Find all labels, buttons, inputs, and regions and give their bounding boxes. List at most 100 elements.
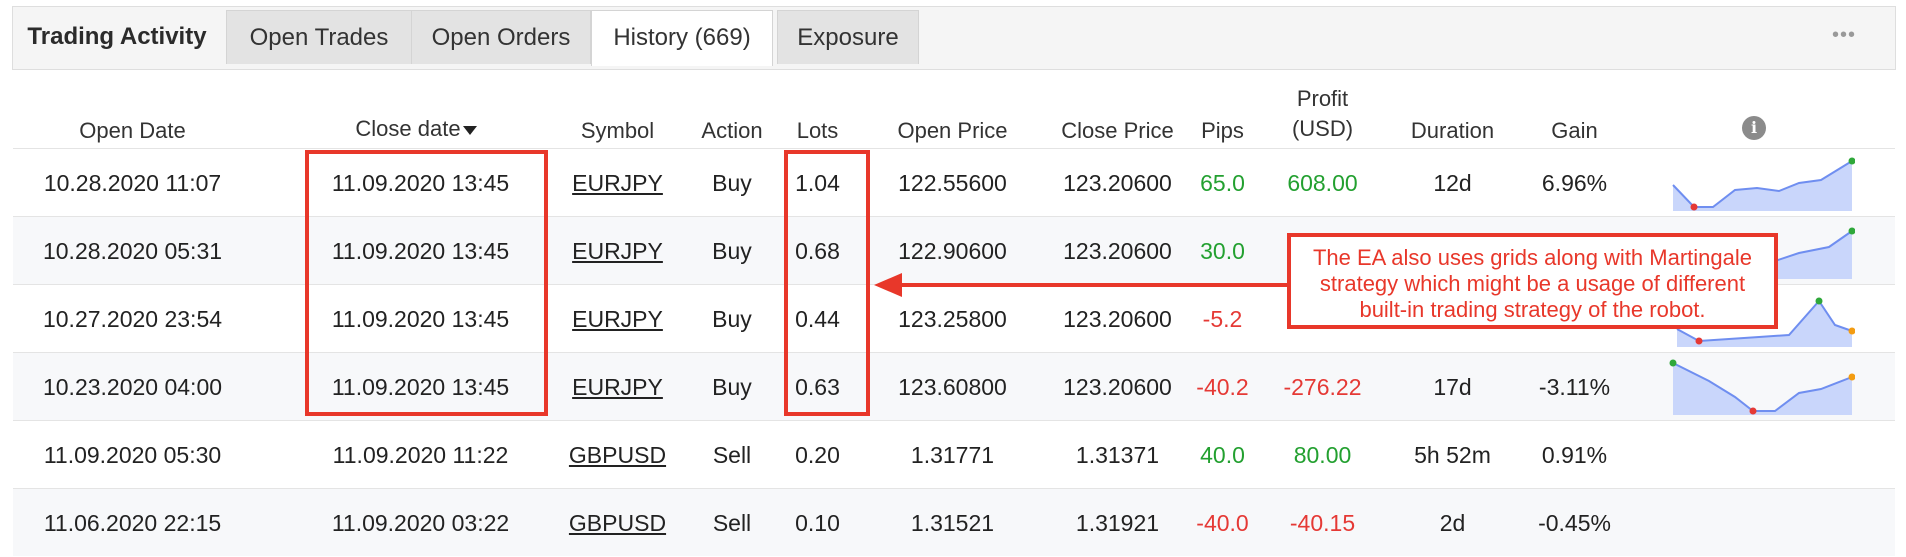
header-action[interactable]: Action	[701, 118, 763, 143]
action-cell: Buy	[712, 374, 752, 400]
pips-cell: -40.0	[1196, 510, 1249, 536]
table-row[interactable]: 10.28.2020 11:07 11.09.2020 13:45 EURJPY…	[13, 148, 1895, 216]
close-price-cell: 123.20600	[1063, 374, 1172, 400]
sparkline-end-dot	[1848, 227, 1855, 235]
close-date-cell: 11.09.2020 13:45	[331, 374, 510, 400]
close-date-cell: 11.09.2020 13:45	[331, 306, 510, 332]
action-cell: Sell	[712, 510, 752, 536]
lots-cell: 0.63	[795, 374, 840, 400]
symbol-link[interactable]: EURJPY	[565, 353, 670, 421]
table-row[interactable]: 10.23.2020 04:00 11.09.2020 13:45 EURJPY…	[13, 352, 1895, 420]
lots-cell: 0.44	[795, 306, 840, 332]
sparkline-area	[1769, 231, 1852, 279]
close-price-cell: 123.20600	[1063, 306, 1172, 332]
tab-open-orders[interactable]: Open Orders	[411, 10, 591, 64]
header-close-date[interactable]: Close date	[306, 116, 526, 142]
info-icon[interactable]: i	[1742, 116, 1766, 140]
pips-cell: -40.2	[1196, 374, 1249, 400]
open-price-cell: 122.90600	[898, 238, 1007, 264]
profit-cell: 80.00	[1293, 442, 1352, 468]
header-pips[interactable]: Pips	[1201, 118, 1244, 143]
header-open-price[interactable]: Open Price	[897, 118, 1008, 143]
sort-desc-icon	[462, 125, 477, 135]
callout-arrow	[874, 273, 1288, 297]
symbol-link-text[interactable]: EURJPY	[572, 374, 663, 400]
more-options-icon[interactable]: •••	[1832, 24, 1857, 46]
tab-open-trades[interactable]: Open Trades	[226, 10, 412, 64]
table-row[interactable]: 11.09.2020 05:30 11.09.2020 11:22 GBPUSD…	[13, 420, 1895, 488]
header-gain[interactable]: Gain	[1551, 118, 1598, 143]
profit-cell: -40.15	[1289, 510, 1356, 536]
callout-line-2: strategy which might be a usage of diffe…	[1319, 271, 1746, 296]
close-price-cell: 1.31921	[1075, 510, 1160, 536]
symbol-link[interactable]: EURJPY	[565, 149, 670, 217]
lots-cell: 0.10	[795, 510, 840, 536]
open-price-cell: 123.60800	[898, 374, 1007, 400]
symbol-link-text[interactable]: GBPUSD	[568, 442, 667, 468]
close-date-cell: 11.09.2020 13:45	[331, 170, 510, 196]
open-date-cell: 10.28.2020 05:31	[42, 238, 223, 264]
duration-cell: 17d	[1433, 374, 1472, 400]
tab-exposure[interactable]: Exposure	[777, 10, 919, 64]
open-price-cell: 1.31771	[910, 442, 995, 468]
header-symbol[interactable]: Symbol	[580, 118, 655, 143]
symbol-link-text[interactable]: EURJPY	[572, 238, 663, 264]
header-profit[interactable]: Profit (USD)	[1265, 86, 1380, 142]
close-price-cell: 1.31371	[1075, 442, 1160, 468]
header-profit-line1: Profit	[1296, 86, 1349, 111]
action-cell: Buy	[712, 238, 752, 264]
sparkline-chart	[1669, 359, 1855, 415]
callout-arrow-head	[874, 273, 902, 297]
open-date-cell: 10.27.2020 23:54	[42, 306, 223, 332]
open-date-cell: 11.09.2020 05:30	[43, 442, 222, 468]
lots-highlight-box	[784, 150, 870, 416]
gain-cell: -3.11%	[1538, 374, 1611, 400]
sparkline-area	[1673, 363, 1852, 415]
header-open-date[interactable]: Open Date	[79, 118, 186, 143]
gain-cell: 6.96%	[1541, 170, 1608, 196]
callout-line-1: The EA also uses grids along with Martin…	[1312, 245, 1752, 270]
close-price-cell: 123.20600	[1063, 170, 1172, 196]
symbol-link[interactable]: EURJPY	[565, 285, 670, 353]
open-price-cell: 123.25800	[898, 306, 1007, 332]
tab-history[interactable]: History (669)	[591, 10, 773, 66]
header-close-price[interactable]: Close Price	[1061, 118, 1174, 143]
sparkline-min-dot	[1695, 337, 1703, 345]
sparkline-area	[1677, 301, 1852, 347]
symbol-link[interactable]: GBPUSD	[565, 489, 670, 557]
symbol-link[interactable]: EURJPY	[565, 217, 670, 285]
open-date-cell: 11.06.2020 22:15	[43, 510, 222, 536]
header-duration[interactable]: Duration	[1410, 118, 1495, 143]
pips-cell: 30.0	[1200, 238, 1245, 264]
action-cell: Sell	[712, 442, 752, 468]
pips-cell: 65.0	[1200, 170, 1245, 196]
symbol-link-text[interactable]: EURJPY	[572, 170, 663, 196]
header-lots[interactable]: Lots	[796, 118, 839, 143]
table-row[interactable]: 10.27.2020 23:54 11.09.2020 13:45 EURJPY…	[13, 284, 1895, 352]
open-date-cell: 10.28.2020 11:07	[43, 170, 222, 196]
sparkline-chart	[1676, 297, 1855, 347]
annotation-callout: The EA also uses grids along with Martin…	[1287, 233, 1778, 329]
gain-cell: 0.91%	[1541, 442, 1608, 468]
symbol-link[interactable]: GBPUSD	[565, 421, 670, 489]
symbol-link-text[interactable]: GBPUSD	[568, 510, 667, 536]
sparkline-chart	[1672, 157, 1855, 211]
close-date-cell: 11.09.2020 11:22	[332, 442, 509, 468]
lots-cell: 0.20	[795, 442, 840, 468]
close-date-cell: 11.09.2020 13:45	[331, 238, 510, 264]
sparkline-line	[1676, 299, 1853, 343]
sparkline-min-dot	[1690, 203, 1698, 211]
duration-cell: 2d	[1439, 510, 1466, 536]
tab-trading-activity[interactable]: Trading Activity	[27, 23, 207, 50]
symbol-link-text[interactable]: EURJPY	[572, 306, 663, 332]
gain-cell: -0.45%	[1538, 510, 1611, 536]
profit-cell: 608.00	[1287, 170, 1358, 196]
sparkline-end-dot	[1848, 327, 1855, 335]
close-price-cell: 123.20600	[1063, 238, 1172, 264]
profit-cell: -276.22	[1283, 374, 1362, 400]
close-date-cell: 11.09.2020 03:22	[331, 510, 510, 536]
action-cell: Buy	[712, 306, 752, 332]
table-row[interactable]: 11.06.2020 22:15 11.09.2020 03:22 GBPUSD…	[13, 488, 1895, 556]
callout-line-3: built-in trading strategy of the robot.	[1359, 297, 1706, 322]
sparkline-end-dot	[1848, 157, 1855, 165]
